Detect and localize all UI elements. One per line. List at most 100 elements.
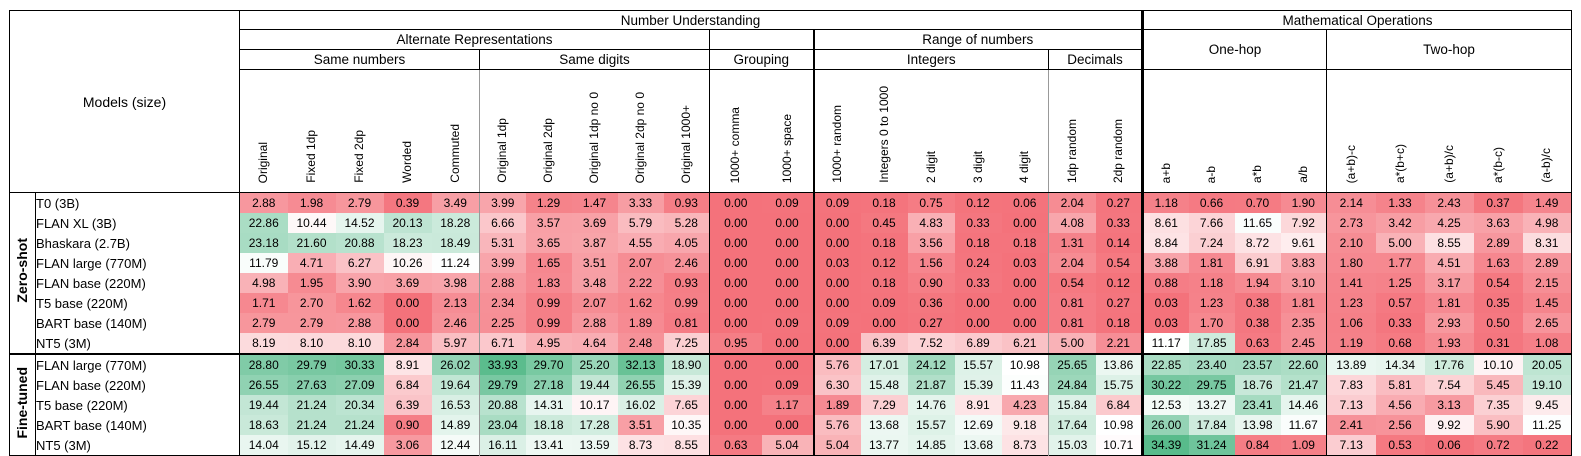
data-cell: 2.88 <box>335 313 384 333</box>
data-cell: 27.63 <box>287 375 336 395</box>
data-cell: 15.75 <box>1095 375 1143 395</box>
data-cell: 0.06 <box>1424 435 1474 456</box>
data-cell: 5.79 <box>617 213 664 233</box>
data-cell: 0.81 <box>1048 313 1096 333</box>
data-cell: 26.02 <box>431 354 480 375</box>
model-name-cell: FLAN large (770M) <box>36 255 147 271</box>
data-cell: 6.39 <box>860 333 908 355</box>
data-cell: 4.25 <box>1424 213 1474 233</box>
model-name-cell: BART base (140M) <box>36 417 147 433</box>
model-name-cell: FLAN XL (3B) <box>36 215 117 231</box>
data-cell: 1.63 <box>1473 253 1523 273</box>
data-cell: 0.18 <box>954 233 1002 253</box>
column-header: 4 digit <box>1001 69 1049 193</box>
data-cell: 0.14 <box>1095 233 1143 253</box>
data-cell: 4.55 <box>617 233 664 253</box>
data-cell: 2.04 <box>1048 253 1096 273</box>
column-header: (a-b)/c <box>1522 69 1572 193</box>
data-cell: 2.88 <box>571 313 618 333</box>
data-cell: 1.19 <box>1326 333 1376 355</box>
data-cell: 4.51 <box>1424 253 1474 273</box>
data-cell: 3.42 <box>1375 213 1425 233</box>
data-cell: 7.29 <box>860 395 908 415</box>
data-cell: 0.33 <box>1095 213 1143 233</box>
data-cell: 12.69 <box>954 415 1002 435</box>
data-cell: 13.86 <box>1095 354 1143 375</box>
data-cell: 13.77 <box>860 435 908 456</box>
data-cell: 10.26 <box>383 253 432 273</box>
column-header: Integers 0 to 1000 <box>860 69 908 193</box>
column-header-label: (a+b)-c <box>1343 144 1358 183</box>
data-cell: 7.13 <box>1326 395 1376 415</box>
data-cell: 2.73 <box>1326 213 1376 233</box>
data-cell: 2.45 <box>1280 333 1327 355</box>
data-cell: 15.12 <box>287 435 336 456</box>
data-cell: 1.33 <box>1375 192 1425 213</box>
data-cell: 0.09 <box>860 293 908 313</box>
data-cell: 0.03 <box>812 253 861 273</box>
col-group-header: Number Understanding <box>239 10 1143 30</box>
data-cell: 3.87 <box>571 233 618 253</box>
column-header: 2 digit <box>907 69 955 193</box>
data-cell: 27.09 <box>335 375 384 395</box>
data-cell: 2.41 <box>1326 415 1376 435</box>
data-cell: 0.68 <box>1375 333 1425 355</box>
column-header-label: Fixed 1dp <box>304 130 319 183</box>
data-cell: 6.89 <box>954 333 1002 355</box>
data-cell: 0.00 <box>709 313 762 333</box>
data-cell: 0.99 <box>525 313 572 333</box>
data-cell: 0.33 <box>954 273 1002 293</box>
data-cell: 1.94 <box>1234 273 1281 293</box>
data-cell: 1.25 <box>1375 273 1425 293</box>
data-cell: 6.21 <box>1001 333 1049 355</box>
data-cell: 0.99 <box>663 293 710 313</box>
data-cell: 9.18 <box>1001 415 1049 435</box>
data-cell: 1.77 <box>1375 253 1425 273</box>
data-cell: 0.50 <box>1473 313 1523 333</box>
model-name-cell: T5 base (220M) <box>36 397 128 413</box>
data-cell: 3.98 <box>431 273 480 293</box>
data-cell: 1.95 <box>287 273 336 293</box>
data-cell: 3.83 <box>1280 253 1327 273</box>
data-cell: 14.04 <box>239 435 288 456</box>
data-cell: 14.85 <box>907 435 955 456</box>
data-cell: 4.64 <box>571 333 618 355</box>
data-cell: 0.00 <box>954 313 1002 333</box>
column-header: Commuted <box>431 69 480 193</box>
data-cell: 4.05 <box>663 233 710 253</box>
column-header-label: 1000+ space <box>779 113 794 183</box>
data-cell: 2.34 <box>479 293 526 313</box>
data-cell: 6.39 <box>383 395 432 415</box>
data-cell: 1.41 <box>1326 273 1376 293</box>
model-name-cell: FLAN base (220M) <box>36 377 146 393</box>
data-cell: 2.13 <box>431 293 480 313</box>
column-header: Original <box>239 69 288 193</box>
data-cell: 3.51 <box>571 253 618 273</box>
data-cell: 0.54 <box>1048 273 1096 293</box>
column-header: 1000+ space <box>761 69 814 193</box>
column-header: a+b <box>1141 69 1189 193</box>
data-cell: 5.04 <box>812 435 861 456</box>
column-header-label: a/b <box>1295 166 1310 183</box>
column-header-label: Original 1dp no 0 <box>587 91 602 183</box>
data-cell: 8.19 <box>239 333 288 355</box>
data-cell: 0.57 <box>1375 293 1425 313</box>
data-cell: 18.23 <box>383 233 432 253</box>
data-cell: 14.46 <box>1280 395 1327 415</box>
data-cell: 0.06 <box>1001 192 1049 213</box>
data-cell: 23.57 <box>1234 354 1281 375</box>
data-cell: 0.22 <box>1522 435 1572 456</box>
data-cell: 0.37 <box>1473 192 1523 213</box>
data-cell: 26.00 <box>1141 415 1189 435</box>
col-subsubgroup-header: Integers <box>812 49 1049 70</box>
data-cell: 2.46 <box>663 253 710 273</box>
data-cell: 34.39 <box>1141 435 1189 456</box>
data-cell: 10.98 <box>1001 354 1049 375</box>
data-cell: 4.95 <box>525 333 572 355</box>
data-cell: 1.06 <box>1326 313 1376 333</box>
data-cell: 0.00 <box>812 213 861 233</box>
data-cell: 25.20 <box>571 354 618 375</box>
column-header: Original 1000+ <box>663 69 710 193</box>
data-cell: 2.65 <box>1522 313 1572 333</box>
